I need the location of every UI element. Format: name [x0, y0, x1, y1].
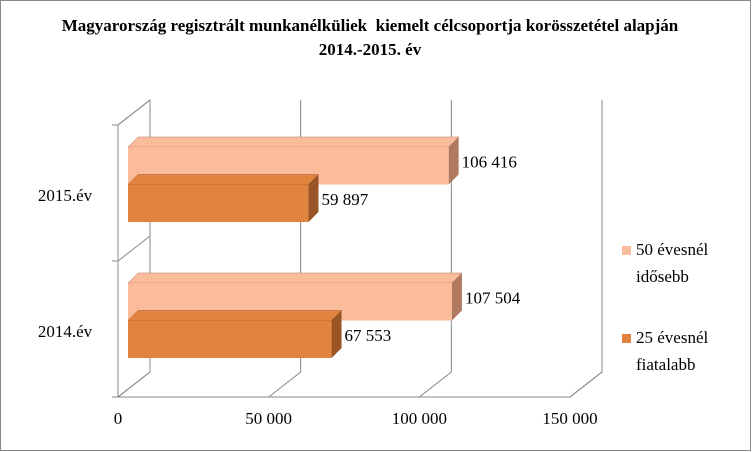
bar-top: [127, 136, 460, 148]
x-tick-label: 50 000: [245, 409, 292, 428]
legend-marker: [622, 334, 631, 343]
value-label: 106 416: [462, 153, 517, 172]
y-tick-label: 2015.év: [38, 186, 93, 205]
bar-top: [127, 174, 320, 185]
value-label: 59 897: [321, 190, 368, 209]
bar-side: [451, 273, 462, 321]
legend-entry: 50 évesnél idősebb: [636, 240, 709, 286]
wall-line: [117, 99, 151, 126]
legend-entry: 25 évesnél fiatalabb: [636, 328, 709, 374]
y-tick-label: 2014.év: [38, 322, 93, 341]
x-tick-label: 150 000: [542, 409, 597, 428]
value-label: 107 504: [465, 289, 521, 308]
grid-line: [569, 100, 603, 398]
chart-title: Magyarország regisztrált munkanélküliek …: [61, 16, 679, 59]
wall-line: [117, 235, 151, 262]
legend-marker: [622, 246, 631, 255]
bar-side: [331, 310, 342, 358]
bar-side: [308, 174, 319, 222]
bar-top: [127, 272, 463, 284]
chart-title-box: Magyarország regisztrált munkanélküliek …: [61, 16, 679, 59]
x-tick-label: 100 000: [392, 409, 447, 428]
value-label: 67 553: [345, 326, 392, 345]
legend-label: 25 évesnél fiatalabb: [636, 328, 709, 374]
x-tick-label: 0: [114, 409, 123, 428]
grid-line: [419, 100, 452, 398]
legend-label: 50 évesnél idősebb: [636, 240, 709, 286]
bar: [128, 320, 332, 358]
bar-top: [127, 310, 343, 321]
bar: [128, 184, 309, 222]
bar-side: [448, 137, 459, 185]
